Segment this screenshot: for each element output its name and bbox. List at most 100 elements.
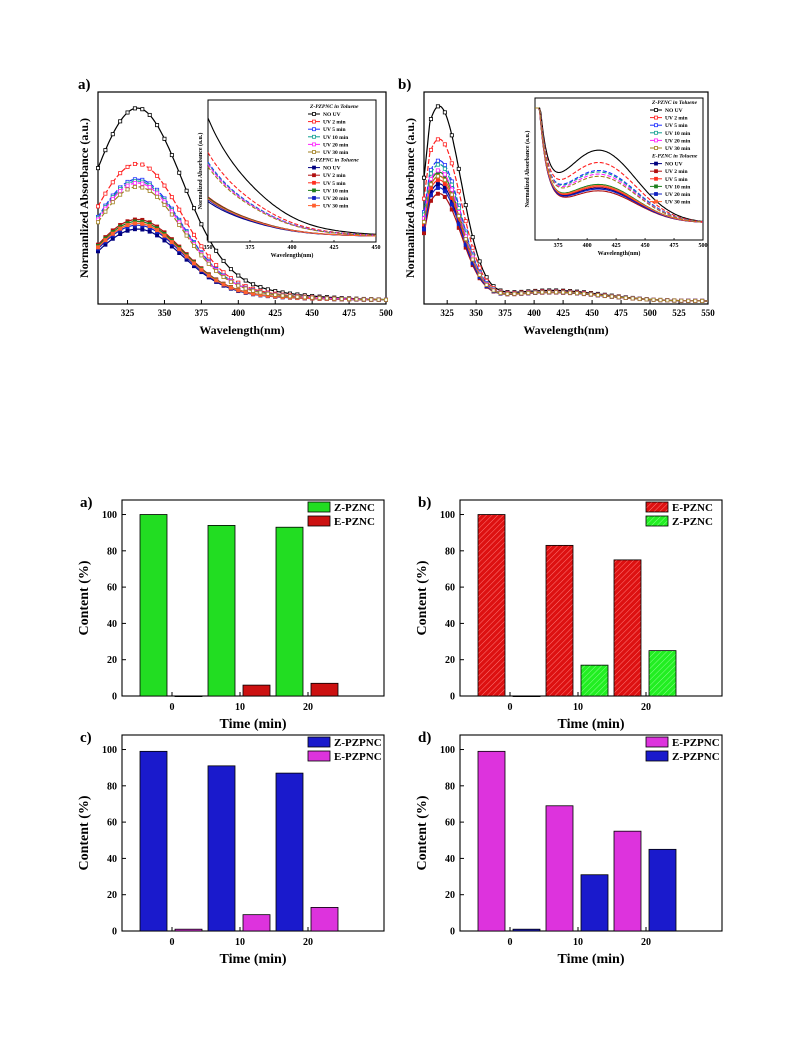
legend-swatch bbox=[307, 750, 331, 762]
x-tick-label: 0 bbox=[170, 702, 175, 713]
z-series-point bbox=[243, 286, 248, 291]
y-tick-label: 60 bbox=[107, 583, 117, 594]
e-series-point bbox=[206, 273, 211, 278]
z-series-point bbox=[103, 209, 108, 214]
z-series-point bbox=[214, 269, 219, 274]
z-series-point bbox=[206, 261, 211, 266]
z-series-point bbox=[199, 222, 204, 227]
legend-e-marker bbox=[654, 169, 658, 174]
z-series-point bbox=[568, 290, 573, 295]
inset-x-tick: 425 bbox=[330, 245, 339, 251]
z-series-point bbox=[435, 162, 440, 167]
z-series-point bbox=[602, 293, 607, 298]
z-series-point bbox=[140, 185, 145, 190]
z-series-point bbox=[644, 297, 649, 302]
z-series-point bbox=[533, 290, 538, 295]
legend-z-marker bbox=[312, 142, 316, 147]
e-series-point bbox=[103, 238, 108, 243]
z-series-point bbox=[435, 158, 440, 163]
z-series-point bbox=[258, 290, 263, 295]
y-tick-label: 100 bbox=[102, 510, 117, 521]
z-inset-line-1 bbox=[535, 107, 704, 223]
x-tick-label: 400 bbox=[232, 308, 246, 318]
y-tick-label: 0 bbox=[450, 692, 455, 703]
z-series-point bbox=[302, 295, 307, 300]
z-series-point bbox=[155, 123, 160, 128]
z-series-point bbox=[554, 290, 559, 295]
bar-Z-PZPNC-20 bbox=[275, 772, 304, 932]
legend-z-label: NO UV bbox=[323, 112, 341, 118]
bar-panel-d: d) 0 20 40 60 80 100 0 10 20 Time (min) Content (%)… bbox=[415, 730, 723, 967]
z-series-point bbox=[463, 203, 468, 208]
legend-e-label: UV 10 min bbox=[665, 184, 690, 190]
z-series-point bbox=[354, 297, 359, 302]
z-series-point bbox=[456, 166, 461, 171]
bar-panel-c: c) 0 20 40 60 80 100 0 10 20 Time (min) Content (%)… bbox=[77, 730, 385, 967]
legend-label: Z-PZNC bbox=[672, 516, 713, 528]
y-tick-label: 20 bbox=[107, 655, 117, 666]
legend-z-marker bbox=[654, 115, 658, 120]
z-series-point bbox=[435, 168, 440, 173]
z-series-point bbox=[442, 166, 447, 171]
z-series-point bbox=[623, 295, 628, 300]
z-series-point bbox=[206, 254, 211, 259]
x-tick-label: 450 bbox=[585, 308, 599, 318]
e-inset-line-5 bbox=[535, 107, 703, 223]
legend-z-label: UV 20 min bbox=[323, 142, 348, 148]
y-tick-label: 100 bbox=[440, 745, 455, 756]
x-tick-label: 475 bbox=[614, 308, 628, 318]
z-series-point bbox=[383, 297, 388, 302]
z-series-point bbox=[588, 292, 593, 297]
z-series-point bbox=[221, 270, 226, 275]
y-tick-label: 40 bbox=[107, 619, 117, 630]
x-tick-label: 500 bbox=[379, 308, 393, 318]
z-series-point bbox=[125, 110, 130, 115]
bar-E-PZPNC-20 bbox=[613, 830, 642, 932]
legend-e-marker bbox=[312, 188, 316, 193]
e-series-point bbox=[125, 223, 130, 228]
e-series-point bbox=[177, 247, 182, 252]
z-series-point bbox=[442, 163, 447, 168]
e-series-point bbox=[147, 224, 152, 229]
z-series-point bbox=[132, 181, 137, 186]
panel-label: d) bbox=[418, 730, 431, 746]
legend-z-label: NO UV bbox=[665, 108, 683, 114]
legend-e-marker bbox=[654, 192, 658, 196]
legend-z-label: UV 30 min bbox=[665, 146, 690, 152]
bar-E-PZNC-10 bbox=[545, 544, 574, 697]
bar-Z-PZPNC-0 bbox=[512, 928, 541, 932]
legend-z-marker bbox=[312, 150, 316, 154]
e-inset-line-5 bbox=[207, 198, 377, 237]
z-series-point bbox=[456, 214, 461, 219]
x-tick-label: 475 bbox=[342, 308, 356, 318]
z-series-point bbox=[191, 243, 196, 248]
y-tick-label: 60 bbox=[445, 583, 455, 594]
inset-y-title: Normalized Absorbance (a.u.) bbox=[197, 133, 204, 210]
z-series-line-5 bbox=[423, 175, 708, 302]
e-series-point bbox=[199, 267, 204, 272]
y-tick-label: 80 bbox=[445, 781, 455, 792]
e-series-point bbox=[456, 221, 461, 226]
bar-Z-PZNC-10 bbox=[580, 664, 609, 697]
inset-x-tick: 375 bbox=[554, 243, 563, 249]
z-series-point bbox=[317, 296, 322, 301]
z-series-point bbox=[118, 192, 123, 197]
z-series-point bbox=[686, 298, 691, 303]
inset-plot: 350 375 400 425 450 Wavelength(nm) Normalized … bbox=[197, 99, 381, 259]
x-tick-label: 425 bbox=[268, 308, 282, 318]
e-series-point bbox=[191, 261, 196, 266]
x-tick-label: 325 bbox=[440, 308, 454, 318]
bar-Z-PZPNC-10 bbox=[207, 765, 236, 932]
inset-plot: 375 400 425 450 475 500 Wavelength(nm) Normaliz… bbox=[524, 97, 708, 257]
panel-label: c) bbox=[80, 730, 92, 746]
legend-e-marker bbox=[312, 203, 316, 208]
z-series-point bbox=[442, 110, 447, 115]
z-series-point bbox=[228, 267, 233, 272]
z-series-point bbox=[609, 294, 614, 299]
x-tick-label: 20 bbox=[303, 702, 313, 713]
plot-frame bbox=[97, 91, 387, 305]
z-series-point bbox=[214, 248, 219, 253]
legend-z-label: UV 2 min bbox=[665, 116, 688, 122]
panel-label: b) bbox=[398, 77, 411, 93]
z-series-point bbox=[140, 107, 145, 112]
